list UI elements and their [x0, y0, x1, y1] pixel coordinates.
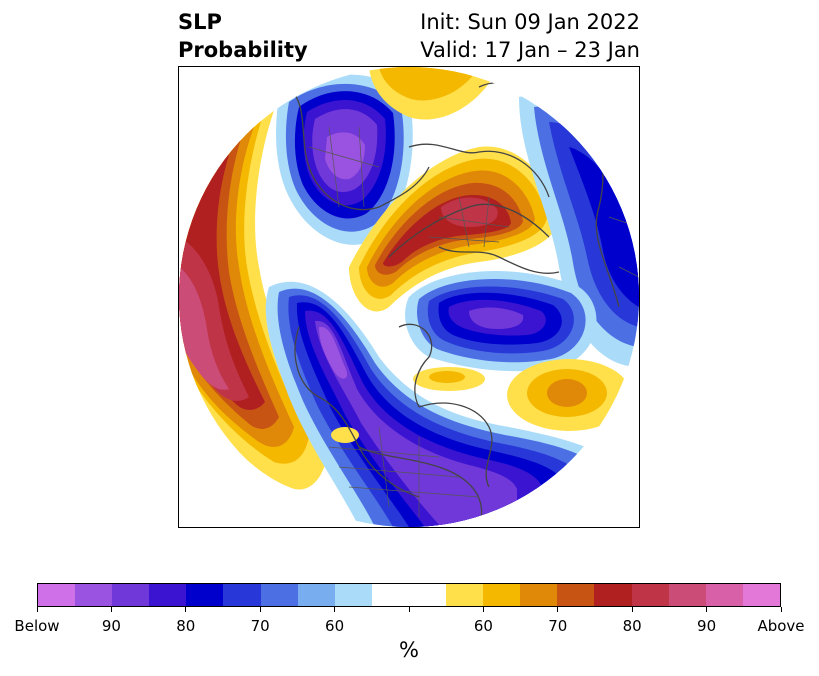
colorbar-segment [334, 584, 372, 606]
colorbar-tick-label: Below [14, 617, 60, 635]
colorbar-segment [186, 584, 224, 606]
init-date: Init: Sun 09 Jan 2022 [420, 10, 640, 34]
probability-map [179, 67, 639, 527]
map-dates: Init: Sun 09 Jan 2022 Valid: 17 Jan – 23… [420, 8, 640, 64]
colorbar-segment [557, 584, 595, 606]
colorbar-tick [36, 607, 38, 612]
colorbar-tick [110, 607, 112, 612]
colorbar-segment [371, 584, 409, 606]
colorbar-tick-label: Above [757, 617, 805, 635]
colorbar-tick [557, 607, 559, 612]
colorbar-segment [668, 584, 706, 606]
colorbar-segment [742, 584, 780, 606]
colorbar-tick-label: 80 [176, 617, 196, 635]
colorbar-tick [259, 607, 261, 612]
colorbar-tick-label: 90 [101, 617, 121, 635]
colorbar-tick [482, 607, 484, 612]
colorbar-segment [297, 584, 335, 606]
colorbar-tick [706, 607, 708, 612]
colorbar-segment [483, 584, 521, 606]
colorbar-segment [75, 584, 113, 606]
map-frame [178, 66, 640, 528]
colorbar-segment [594, 584, 632, 606]
colorbar-tick [408, 607, 410, 612]
colorbar-tick [631, 607, 633, 612]
colorbar-segment [520, 584, 558, 606]
colorbar-tick-label: 90 [697, 617, 717, 635]
colorbar-segment [446, 584, 484, 606]
colorbar-tick-label: 70 [548, 617, 568, 635]
title-product: Probability [178, 38, 308, 62]
colorbar-tick-label: 70 [250, 617, 270, 635]
siberia-below-anomaly [276, 74, 413, 245]
colorbar-tick-label: 80 [622, 617, 642, 635]
hudson-above-patch [331, 367, 485, 443]
colorbar-segment [223, 584, 261, 606]
colorbar-tick [780, 607, 782, 612]
map-disk [179, 67, 639, 527]
atlantic-above-patch [507, 359, 631, 431]
title-variable: SLP [178, 10, 222, 34]
colorbar-tick-label: 60 [325, 617, 345, 635]
political-borders [308, 126, 639, 517]
colorbar-tick [334, 607, 336, 612]
colorbar-segment [38, 584, 76, 606]
colorbar [37, 583, 781, 607]
colorbar-tick [185, 607, 187, 612]
colorbar-segment [260, 584, 298, 606]
colorbar-segment [705, 584, 743, 606]
arctic-above-anomaly [349, 67, 559, 312]
map-title: SLP Probability [178, 8, 308, 64]
colorbar-segment [408, 584, 447, 606]
colorbar-tick-label: 60 [473, 617, 493, 635]
atlantic-below-anomaly [405, 270, 597, 372]
valid-range: Valid: 17 Jan – 23 Jan [420, 38, 640, 62]
colorbar-segment [631, 584, 669, 606]
colorbar-segment [112, 584, 150, 606]
colorbar-unit: % [399, 638, 419, 662]
colorbar-segment [149, 584, 187, 606]
